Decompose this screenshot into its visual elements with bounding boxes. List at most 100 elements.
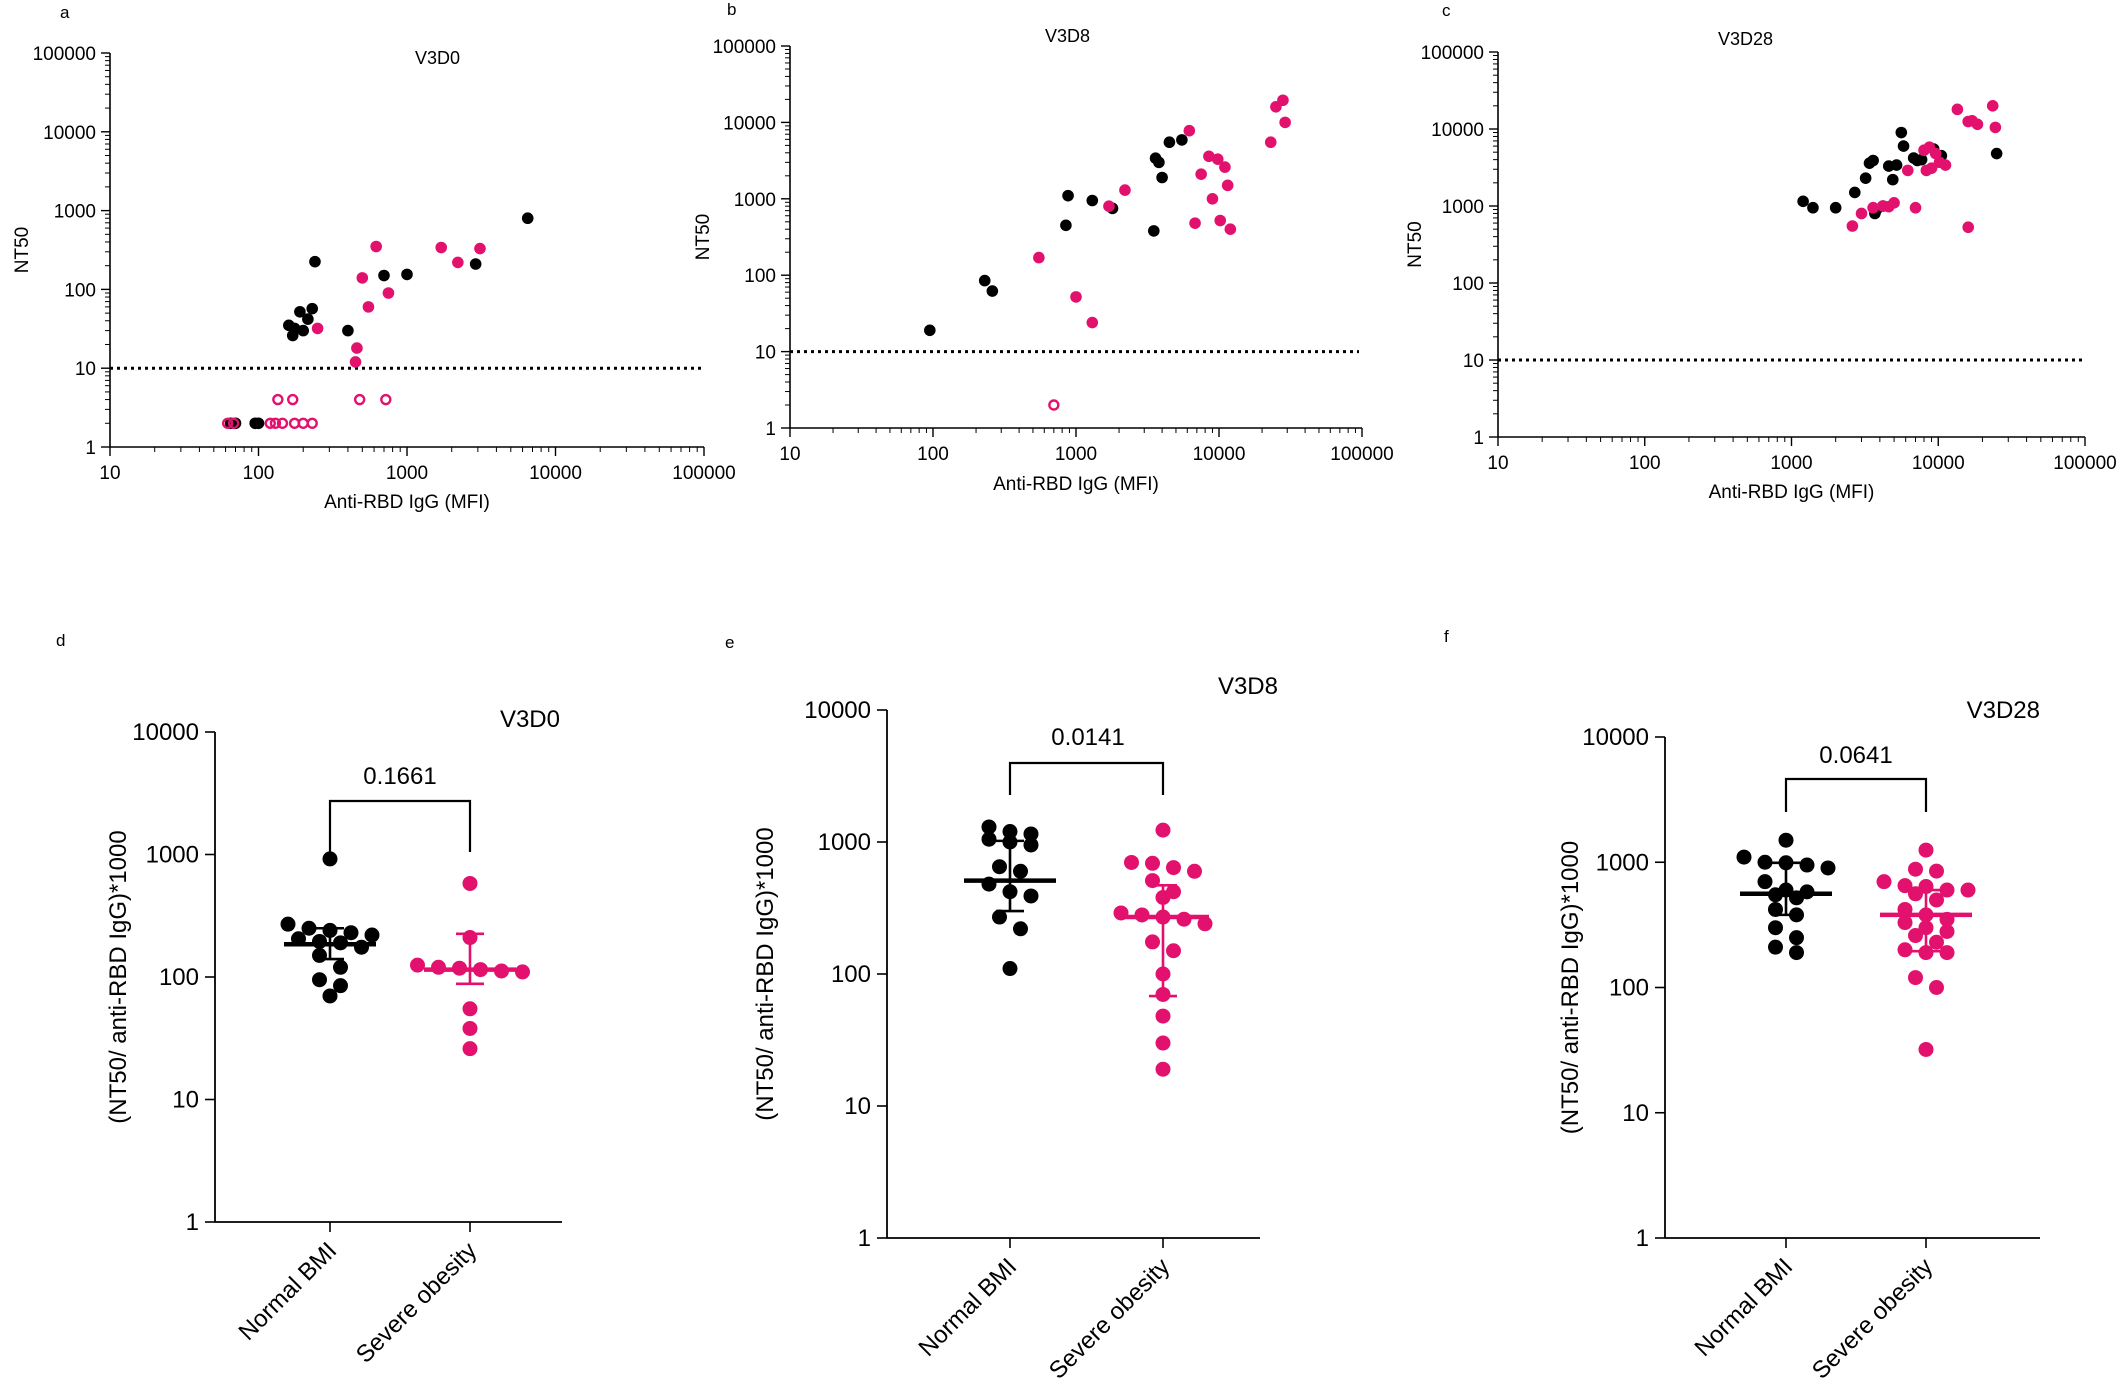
panel-letter-a: a [60,3,70,22]
data-point [1929,147,1942,160]
data-point-hollow [287,393,299,406]
data-point-hollow [221,417,234,429]
x-tick-label: 100000 [2053,453,2116,474]
data-point [382,287,395,299]
data-point [452,256,464,269]
data-point [333,959,348,975]
data-point [924,324,936,337]
data-point [1768,920,1783,936]
data-point [1908,861,1923,877]
data-point [351,342,363,354]
x-tick-label: 100000 [1330,444,1393,465]
panel-d: d V3D0 1 10 100 1000 10000 (NT50/ anti-RBD IgG)… [56,631,562,1369]
data-point [1060,219,1072,232]
y-tick-label: 1 [85,438,96,459]
data-point [1206,193,1219,205]
data-point [1789,945,1804,961]
data-point-hollow [306,417,318,429]
data-point [1867,154,1879,167]
data-point [306,302,319,315]
panel-letter-c: c [1442,1,1451,20]
data-point [1929,863,1944,879]
significance-bracket-d [328,799,472,852]
data-point [1156,171,1168,184]
y-tick-label: 100 [744,266,776,287]
data-point [1925,162,1938,174]
data-point [1214,214,1227,227]
y-tick-label: 100 [831,961,871,988]
data-point [1897,915,1913,931]
data-point [1939,882,1955,898]
y-tick-label: 1 [1473,428,1484,449]
data-point [1153,156,1165,169]
data-point [1176,134,1188,146]
panel-e: e V3D8 1 10 100 1000 10000 (NT50/ anti-RBD IgG)… [725,633,1278,1385]
data-point [1768,939,1783,955]
data-point [342,324,354,337]
data-point [1155,1035,1171,1051]
data-point [1023,826,1039,842]
series-severe-obesity [1876,842,1976,1057]
data-point [1062,189,1074,202]
data-point [349,356,362,368]
data-point [1962,221,1975,234]
p-value-e: 0.0141 [1051,724,1124,751]
y-tick-label: 1000 [1442,197,1484,218]
data-point [1148,225,1160,237]
data-point [1876,874,1892,890]
data-point [469,258,482,270]
y-axis-title-d: (NT50/ anti-RBD IgG)*1000 [105,830,132,1123]
data-point [1757,874,1773,890]
data-point [462,1041,478,1057]
data-point [978,274,991,287]
data-point [302,313,314,325]
data-point [333,978,348,994]
y-tick-label: 1000 [54,202,96,223]
x-tick-label: 100000 [672,463,735,484]
data-point [1939,159,1952,171]
x-axis-title-c: Anti-RBD IgG (MFI) [1709,482,1875,503]
data-point [378,269,390,282]
data-point [1846,220,1859,232]
data-point [364,927,380,943]
data-point [1807,201,1819,214]
data-point [343,925,359,941]
y-tick-label: 1000 [734,190,776,211]
data-point [1211,153,1224,165]
data-point [1797,195,1809,208]
x-axis-title-a: Anti-RBD IgG (MFI) [324,492,490,513]
category-label: Severe obesity [1807,1253,1938,1384]
data-point [1829,201,1842,214]
data-point [1971,118,1984,131]
x-axis-title-b: Anti-RBD IgG (MFI) [993,474,1159,495]
data-point [1897,140,1910,152]
data-point [986,285,999,297]
data-point [1103,200,1115,213]
data-point [1895,126,1908,139]
data-point [1888,197,1900,209]
chart-title-f: V3D28 [1967,697,2040,724]
p-value-f: 0.0641 [1819,742,1892,769]
data-point [1951,103,1964,116]
data-point [1736,849,1752,865]
data-point [521,212,534,225]
data-point [280,916,296,932]
y-tick-label: 10 [844,1093,871,1120]
data-point [311,322,324,335]
y-tick-label: 100000 [1421,43,1484,64]
data-point [1145,934,1160,950]
data-point [462,875,478,891]
data-point [1918,945,1934,961]
data-point [322,988,338,1004]
data-point [1886,173,1899,186]
data-point [1939,945,1955,961]
data-point [1124,854,1139,870]
data-point [1799,857,1815,873]
panel-letter-f: f [1444,627,1449,646]
data-point [1279,116,1291,129]
data-point [294,305,306,318]
data-point [1224,223,1237,236]
y-tick-label: 10000 [1582,724,1649,751]
chart-title-c: V3D28 [1718,29,1773,49]
